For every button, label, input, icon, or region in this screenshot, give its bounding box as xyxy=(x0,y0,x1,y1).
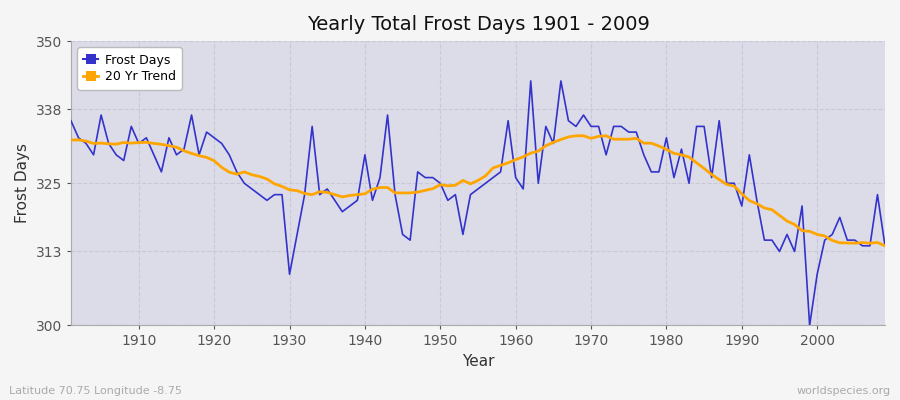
Y-axis label: Frost Days: Frost Days xyxy=(15,143,30,223)
Text: Latitude 70.75 Longitude -8.75: Latitude 70.75 Longitude -8.75 xyxy=(9,386,182,396)
Text: worldspecies.org: worldspecies.org xyxy=(796,386,891,396)
Legend: Frost Days, 20 Yr Trend: Frost Days, 20 Yr Trend xyxy=(77,47,182,90)
X-axis label: Year: Year xyxy=(462,354,494,369)
Title: Yearly Total Frost Days 1901 - 2009: Yearly Total Frost Days 1901 - 2009 xyxy=(307,15,650,34)
